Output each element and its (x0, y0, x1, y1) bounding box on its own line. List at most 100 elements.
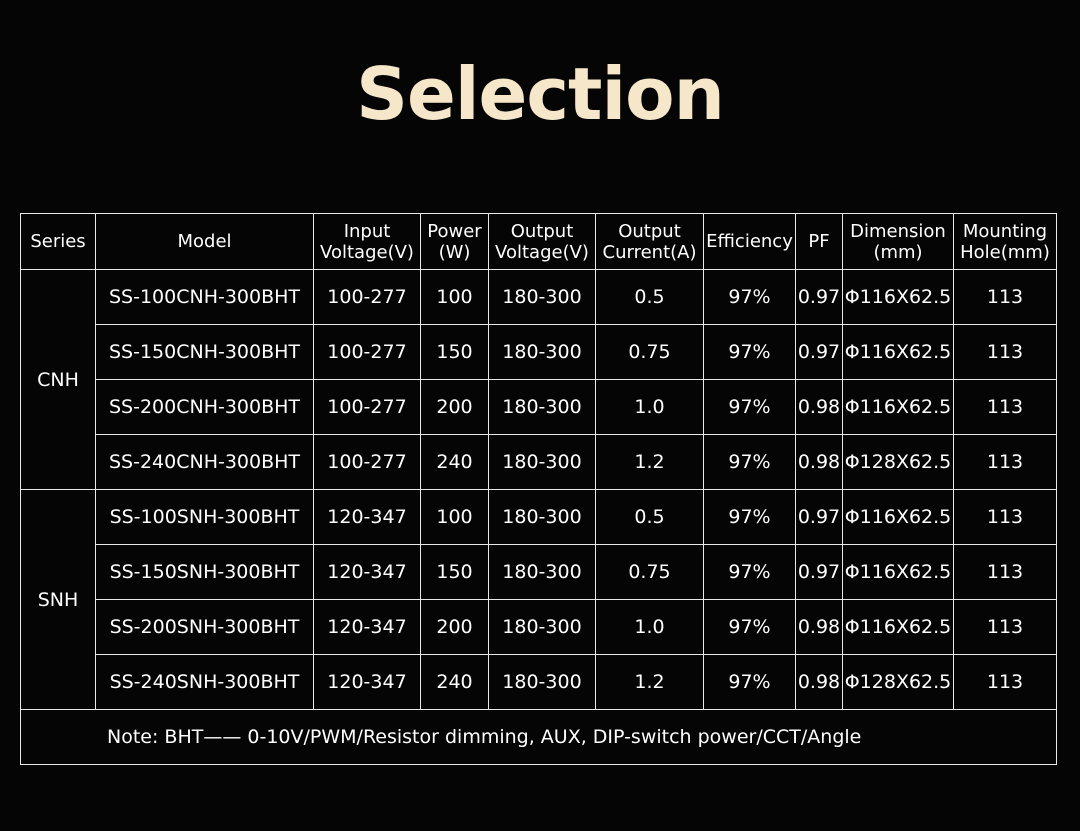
header-text: Output (510, 220, 574, 242)
output-voltage-cell: 180-300 (488, 599, 596, 655)
page-title: Selection (356, 52, 725, 136)
pf-cell: 0.97 (795, 544, 843, 600)
output-current-cell: 0.75 (595, 324, 704, 380)
pf-cell: 0.98 (795, 599, 843, 655)
header-dimension: Dimension (mm) (842, 213, 954, 270)
table-row: SS-200CNH-300BHT 100-277 200 180-300 1.0 97% 0… (21, 379, 1057, 435)
efficiency-cell: 97% (703, 324, 796, 380)
header-row: Series Model Input Voltage(V) Power (W) Output… (20, 213, 1057, 270)
header-text: (W) (438, 241, 471, 263)
series-cell: SNH (20, 489, 96, 710)
pf-cell: 0.98 (795, 654, 843, 710)
dimension-cell: Φ128X62.5 (842, 654, 954, 710)
header-text: Series (30, 231, 86, 252)
header-text: (mm) (873, 241, 923, 263)
output-voltage-cell: 180-300 (488, 379, 596, 435)
model-cell: SS-200CNH-300BHT (95, 379, 314, 435)
header-text: Input (343, 220, 391, 242)
header-text: Output (618, 220, 681, 242)
output-voltage-cell: 180-300 (488, 434, 596, 490)
power-cell: 150 (420, 544, 489, 600)
header-text: Model (177, 231, 232, 252)
header-text: Power (427, 220, 482, 242)
input-voltage-cell: 100-277 (313, 379, 421, 435)
mounting-hole-cell: 113 (953, 599, 1057, 655)
efficiency-cell: 97% (703, 599, 796, 655)
efficiency-cell: 97% (703, 434, 796, 490)
table-row: SS-150SNH-300BHT 120-347 150 180-300 0.75 97%… (21, 544, 1057, 600)
power-cell: 100 (420, 489, 489, 545)
power-cell: 240 (420, 434, 489, 490)
efficiency-cell: 97% (703, 489, 796, 545)
dimension-cell: Φ128X62.5 (842, 434, 954, 490)
table-row: SS-150CNH-300BHT 100-277 150 180-300 0.75 97%… (21, 324, 1057, 380)
header-input-voltage: Input Voltage(V) (313, 213, 421, 270)
input-voltage-cell: 120-347 (313, 654, 421, 710)
power-cell: 150 (420, 324, 489, 380)
header-pf: PF (795, 213, 843, 270)
power-cell: 200 (420, 379, 489, 435)
input-voltage-cell: 120-347 (313, 544, 421, 600)
output-current-cell: 1.2 (595, 654, 704, 710)
output-current-cell: 0.5 (595, 489, 704, 545)
model-cell: SS-200SNH-300BHT (95, 599, 314, 655)
output-voltage-cell: 180-300 (488, 544, 596, 600)
table-row: CNH SS-100CNH-300BHT 100-277 100 180-300 0.5 9… (20, 269, 1057, 490)
model-cell: SS-240CNH-300BHT (95, 434, 314, 490)
output-voltage-cell: 180-300 (488, 489, 596, 545)
efficiency-cell: 97% (703, 379, 796, 435)
mounting-hole-cell: 113 (953, 544, 1057, 600)
output-voltage-cell: 180-300 (488, 654, 596, 710)
mounting-hole-cell: 113 (953, 434, 1057, 490)
header-text: PF (808, 231, 830, 252)
model-cell: SS-240SNH-300BHT (95, 654, 314, 710)
model-cell: SS-100CNH-300BHT (95, 269, 314, 325)
pf-cell: 0.97 (795, 489, 843, 545)
dimension-cell: Φ116X62.5 (842, 324, 954, 380)
power-cell: 240 (420, 654, 489, 710)
model-cell: SS-150CNH-300BHT (95, 324, 314, 380)
dimension-cell: Φ116X62.5 (842, 599, 954, 655)
header-model: Model (95, 213, 314, 270)
input-voltage-cell: 120-347 (313, 489, 421, 545)
input-voltage-cell: 120-347 (313, 599, 421, 655)
output-current-cell: 1.2 (595, 434, 704, 490)
header-text: Voltage(V) (320, 241, 414, 263)
table-row: SS-200SNH-300BHT 120-347 200 180-300 1.0 97% 0… (21, 599, 1057, 655)
header-mounting-hole: Mounting Hole(mm) (953, 213, 1057, 270)
note-text: Note: BHT—— 0-10V/PWM/Resistor dimming, … (20, 709, 1057, 765)
header-text: Dimension (850, 220, 946, 242)
mounting-hole-cell: 113 (953, 489, 1057, 545)
mounting-hole-cell: 113 (953, 379, 1057, 435)
output-voltage-cell: 180-300 (488, 324, 596, 380)
output-current-cell: 1.0 (595, 599, 704, 655)
table-row: SS-240CNH-300BHT 100-277 240 180-300 1.2 97% 0… (21, 434, 1057, 490)
power-cell: 200 (420, 599, 489, 655)
model-cell: SS-150SNH-300BHT (95, 544, 314, 600)
output-voltage-cell: 180-300 (488, 269, 596, 325)
table-row: SNH SS-100SNH-300BHT 120-347 100 180-300 0.5 9… (20, 489, 1057, 710)
header-efficiency: Efficiency (703, 213, 796, 270)
header-text: Efficiency (706, 231, 793, 252)
series-cell: CNH (20, 269, 96, 490)
mounting-hole-cell: 113 (953, 324, 1057, 380)
input-voltage-cell: 100-277 (313, 434, 421, 490)
efficiency-cell: 97% (703, 269, 796, 325)
dimension-cell: Φ116X62.5 (842, 544, 954, 600)
header-text: Hole(mm) (960, 241, 1050, 263)
header-series: Series (20, 213, 96, 270)
header-output-voltage: Output Voltage(V) (488, 213, 596, 270)
mounting-hole-cell: 113 (953, 654, 1057, 710)
output-current-cell: 0.75 (595, 544, 704, 600)
mounting-hole-cell: 113 (953, 269, 1057, 325)
output-current-cell: 0.5 (595, 269, 704, 325)
pf-cell: 0.97 (795, 324, 843, 380)
header-text: Voltage(V) (495, 241, 589, 263)
power-cell: 100 (420, 269, 489, 325)
efficiency-cell: 97% (703, 654, 796, 710)
note-row: Note: BHT—— 0-10V/PWM/Resistor dimming, … (20, 709, 1057, 765)
dimension-cell: Φ116X62.5 (842, 269, 954, 325)
input-voltage-cell: 100-277 (313, 324, 421, 380)
dimension-cell: Φ116X62.5 (842, 489, 954, 545)
pf-cell: 0.97 (795, 269, 843, 325)
